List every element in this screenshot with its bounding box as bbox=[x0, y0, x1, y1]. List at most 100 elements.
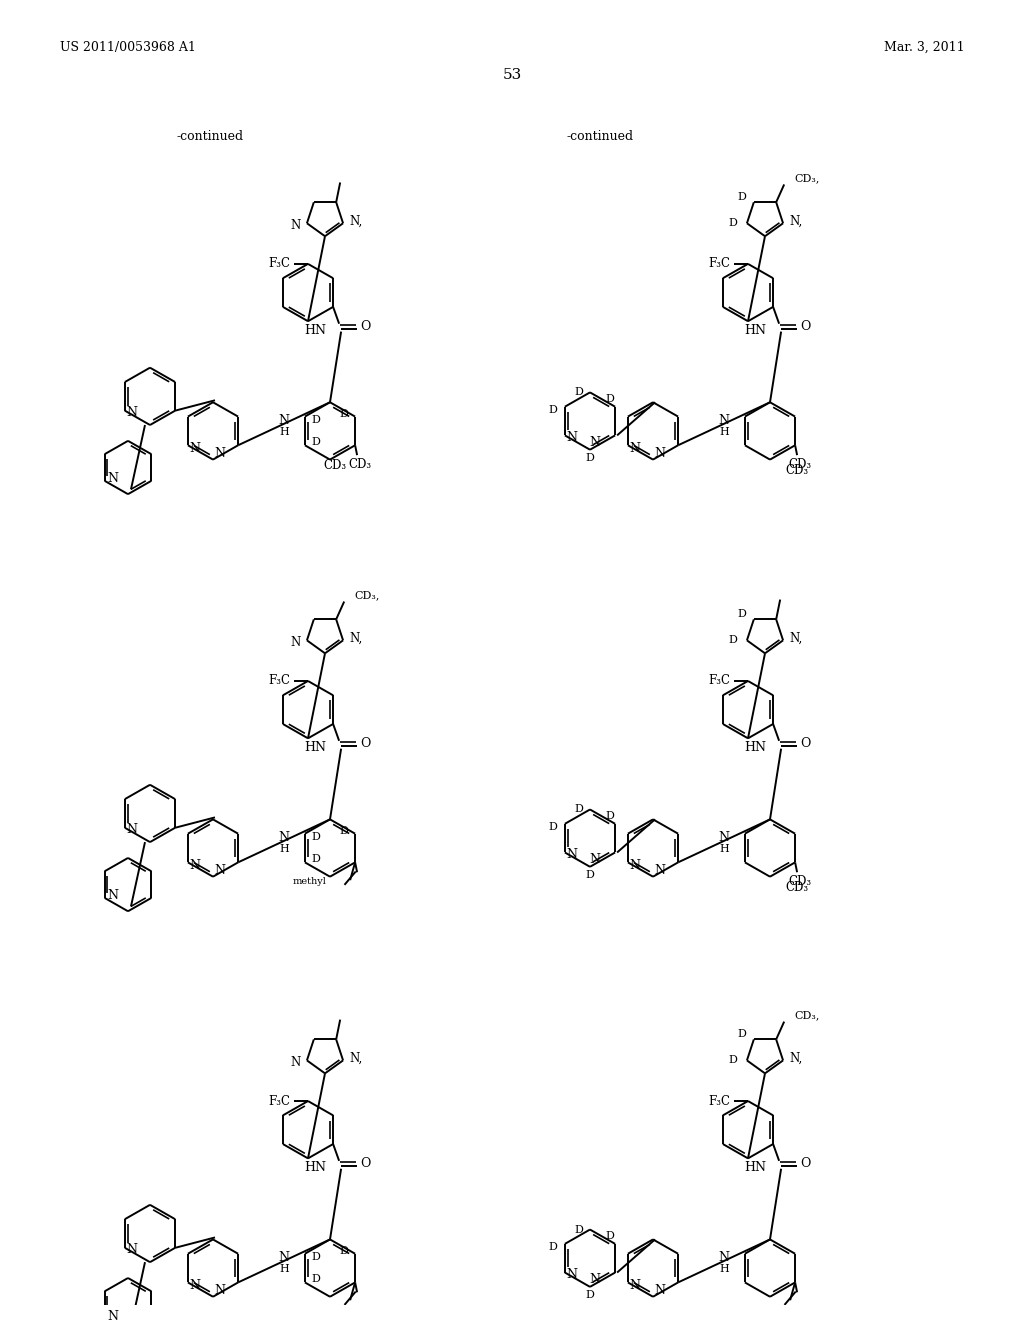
Text: N: N bbox=[719, 832, 729, 845]
Text: D: D bbox=[312, 1274, 321, 1284]
Text: D: D bbox=[737, 193, 745, 202]
Text: D: D bbox=[339, 1246, 348, 1255]
Text: D: D bbox=[339, 409, 348, 418]
Text: O: O bbox=[800, 321, 810, 333]
Text: D: D bbox=[548, 405, 557, 414]
Text: CD₃,: CD₃, bbox=[795, 173, 819, 183]
Text: D: D bbox=[312, 832, 321, 842]
Text: N,: N, bbox=[790, 215, 803, 228]
Text: N: N bbox=[214, 1284, 225, 1298]
Text: N: N bbox=[189, 1279, 201, 1292]
Text: CD₃,: CD₃, bbox=[354, 590, 380, 601]
Text: H: H bbox=[280, 843, 289, 854]
Text: D: D bbox=[312, 437, 321, 447]
Text: H: H bbox=[719, 426, 729, 437]
Text: D: D bbox=[586, 453, 595, 462]
Text: D: D bbox=[574, 387, 583, 397]
Text: F₃C: F₃C bbox=[268, 257, 290, 271]
Text: D: D bbox=[737, 610, 745, 619]
Text: N: N bbox=[126, 407, 137, 420]
Text: N: N bbox=[189, 442, 201, 454]
Text: N: N bbox=[566, 847, 578, 861]
Text: N: N bbox=[590, 437, 600, 449]
Text: D: D bbox=[737, 1030, 745, 1039]
Text: HN: HN bbox=[744, 742, 766, 754]
Text: N: N bbox=[590, 854, 600, 866]
Text: N,: N, bbox=[349, 215, 362, 228]
Text: D: D bbox=[312, 1251, 321, 1262]
Text: CD₃: CD₃ bbox=[324, 458, 346, 471]
Text: D: D bbox=[728, 218, 737, 228]
Text: O: O bbox=[359, 1158, 371, 1171]
Text: HN: HN bbox=[304, 742, 326, 754]
Text: N,: N, bbox=[349, 632, 362, 645]
Text: CD₃: CD₃ bbox=[348, 458, 372, 470]
Text: N: N bbox=[566, 1269, 578, 1280]
Text: D: D bbox=[605, 810, 614, 821]
Text: CD₃: CD₃ bbox=[785, 465, 809, 477]
Text: N,: N, bbox=[349, 1052, 362, 1065]
Text: CD₃: CD₃ bbox=[788, 458, 812, 470]
Text: N: N bbox=[719, 1251, 729, 1265]
Text: N: N bbox=[126, 824, 137, 837]
Text: -continued: -continued bbox=[566, 129, 634, 143]
Text: -continued: -continued bbox=[176, 129, 244, 143]
Text: CD₃,: CD₃, bbox=[795, 1011, 819, 1020]
Text: H: H bbox=[719, 843, 729, 854]
Text: D: D bbox=[586, 870, 595, 879]
Text: N: N bbox=[279, 1251, 290, 1265]
Text: N: N bbox=[291, 219, 301, 232]
Text: D: D bbox=[605, 393, 614, 404]
Text: N: N bbox=[590, 1274, 600, 1287]
Text: CD₃: CD₃ bbox=[785, 882, 809, 894]
Text: O: O bbox=[800, 1158, 810, 1171]
Text: N: N bbox=[126, 1243, 137, 1257]
Text: O: O bbox=[359, 321, 371, 333]
Text: N: N bbox=[189, 859, 201, 871]
Text: D: D bbox=[339, 826, 348, 836]
Text: N: N bbox=[630, 442, 640, 454]
Text: N: N bbox=[291, 1056, 301, 1069]
Text: D: D bbox=[605, 1232, 614, 1241]
Text: F₃C: F₃C bbox=[708, 1094, 730, 1107]
Text: HN: HN bbox=[304, 1162, 326, 1175]
Text: O: O bbox=[800, 738, 810, 750]
Text: D: D bbox=[548, 822, 557, 832]
Text: F₃C: F₃C bbox=[708, 675, 730, 688]
Text: O: O bbox=[359, 738, 371, 750]
Text: N: N bbox=[108, 473, 118, 486]
Text: N: N bbox=[291, 636, 301, 649]
Text: D: D bbox=[728, 1056, 737, 1065]
Text: N: N bbox=[108, 890, 118, 903]
Text: 53: 53 bbox=[503, 69, 521, 82]
Text: HN: HN bbox=[304, 325, 326, 337]
Text: D: D bbox=[312, 854, 321, 865]
Text: H: H bbox=[280, 1263, 289, 1274]
Text: N: N bbox=[214, 447, 225, 461]
Text: US 2011/0053968 A1: US 2011/0053968 A1 bbox=[60, 41, 196, 54]
Text: N: N bbox=[566, 430, 578, 444]
Text: H: H bbox=[719, 1263, 729, 1274]
Text: N: N bbox=[654, 447, 666, 461]
Text: N: N bbox=[654, 865, 666, 878]
Text: N: N bbox=[279, 832, 290, 845]
Text: N: N bbox=[630, 859, 640, 871]
Text: Mar. 3, 2011: Mar. 3, 2011 bbox=[885, 41, 965, 54]
Text: N: N bbox=[654, 1284, 666, 1298]
Text: D: D bbox=[574, 804, 583, 814]
Text: D: D bbox=[548, 1242, 557, 1251]
Text: F₃C: F₃C bbox=[268, 1094, 290, 1107]
Text: CD₃: CD₃ bbox=[788, 875, 812, 887]
Text: D: D bbox=[586, 1290, 595, 1300]
Text: N: N bbox=[108, 1309, 118, 1320]
Text: N: N bbox=[719, 414, 729, 428]
Text: F₃C: F₃C bbox=[708, 257, 730, 271]
Text: HN: HN bbox=[744, 325, 766, 337]
Text: N,: N, bbox=[790, 632, 803, 645]
Text: N,: N, bbox=[790, 1052, 803, 1065]
Text: D: D bbox=[312, 414, 321, 425]
Text: methyl: methyl bbox=[293, 876, 327, 886]
Text: N: N bbox=[630, 1279, 640, 1292]
Text: H: H bbox=[280, 426, 289, 437]
Text: F₃C: F₃C bbox=[268, 675, 290, 688]
